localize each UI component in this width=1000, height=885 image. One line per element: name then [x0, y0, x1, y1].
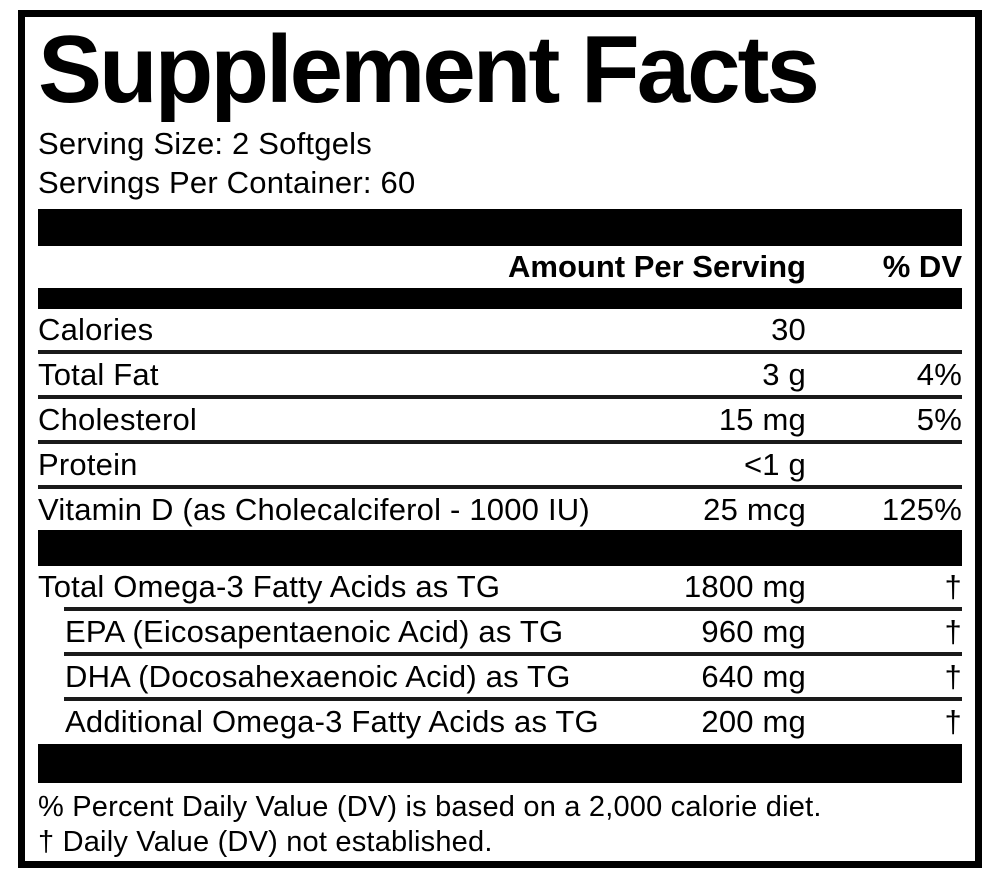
nutrient-name: Vitamin D (as Cholecalciferol - 1000 IU)	[38, 491, 590, 527]
footnote-percent-dv: % Percent Daily Value (DV) is based on a…	[38, 791, 822, 823]
nutrient-row: Total Omega-3 Fatty Acids as TG 1800 mg …	[38, 566, 962, 607]
nutrient-name: Protein	[38, 446, 138, 482]
divider-bar-top	[38, 209, 962, 246]
serving-info: Serving Size: 2 Softgels Servings Per Co…	[38, 124, 962, 202]
nutrient-dv: †	[944, 703, 962, 739]
nutrient-dv: †	[944, 658, 962, 694]
nutrient-amount: 15 mg	[718, 401, 806, 437]
footnotes: % Percent Daily Value (DV) is based on a…	[38, 790, 962, 860]
nutrient-row: DHA (Docosahexaenoic Acid) as TG 640 mg …	[38, 656, 962, 697]
serving-size-text: Serving Size: 2 Softgels	[38, 126, 372, 161]
nutrient-dv: †	[944, 613, 962, 649]
nutrient-amount: 640 mg	[701, 658, 806, 694]
nutrient-amount: 200 mg	[701, 703, 806, 739]
nutrient-name: Additional Omega-3 Fatty Acids as TG	[65, 703, 599, 739]
nutrient-row: Protein <1 g	[38, 444, 962, 485]
column-header-row: Amount Per Serving % DV	[38, 246, 962, 288]
nutrient-name: DHA (Docosahexaenoic Acid) as TG	[65, 658, 571, 694]
nutrient-name: Total Omega-3 Fatty Acids as TG	[38, 568, 501, 604]
nutrient-amount: 1800 mg	[683, 568, 806, 604]
nutrient-row: Total Fat 3 g 4%	[38, 354, 962, 395]
divider-bar-bottom	[38, 744, 962, 783]
nutrient-dv: 5%	[916, 401, 962, 437]
row-divider	[64, 607, 962, 611]
nutrient-row: EPA (Eicosapentaenoic Acid) as TG 960 mg…	[38, 611, 962, 652]
row-divider	[38, 440, 962, 444]
nutrient-amount: 3 g	[762, 356, 806, 392]
divider-bar-omega	[38, 530, 962, 566]
nutrient-name: Cholesterol	[38, 401, 198, 437]
nutrient-dv: 125%	[881, 491, 962, 527]
nutrient-row: Calories 30	[38, 309, 962, 350]
panel-title: Supplement Facts	[38, 16, 820, 123]
main-nutrient-rows: Calories 30 Total Fat 3 g 4% Cholesterol…	[38, 309, 962, 530]
nutrient-row: Vitamin D (as Cholecalciferol - 1000 IU)…	[38, 489, 962, 530]
row-divider	[64, 697, 962, 701]
nutrient-name: EPA (Eicosapentaenoic Acid) as TG	[65, 613, 564, 649]
row-divider	[38, 350, 962, 354]
percent-dv-header: % DV	[882, 249, 962, 284]
omega-nutrient-rows: Total Omega-3 Fatty Acids as TG 1800 mg …	[38, 566, 962, 742]
row-divider	[38, 485, 962, 489]
nutrient-dv: †	[944, 568, 962, 604]
amount-per-serving-header: Amount Per Serving	[508, 249, 806, 284]
nutrient-amount: 25 mcg	[703, 491, 806, 527]
footnote-dagger: † Daily Value (DV) not established.	[38, 826, 493, 858]
servings-per-container-text: Servings Per Container: 60	[38, 165, 416, 200]
row-divider	[38, 395, 962, 399]
supplement-facts-panel: Supplement Facts Serving Size: 2 Softgel…	[18, 10, 982, 868]
nutrient-name: Total Fat	[38, 356, 159, 392]
nutrient-row: Additional Omega-3 Fatty Acids as TG 200…	[38, 701, 962, 742]
nutrient-row: Cholesterol 15 mg 5%	[38, 399, 962, 440]
nutrient-name: Calories	[38, 311, 154, 347]
nutrient-amount: <1 g	[744, 446, 806, 482]
nutrient-amount: 30	[771, 311, 806, 347]
nutrient-dv: 4%	[916, 356, 962, 392]
divider-bar-header	[38, 288, 962, 309]
nutrient-amount: 960 mg	[701, 613, 806, 649]
row-divider	[64, 652, 962, 656]
